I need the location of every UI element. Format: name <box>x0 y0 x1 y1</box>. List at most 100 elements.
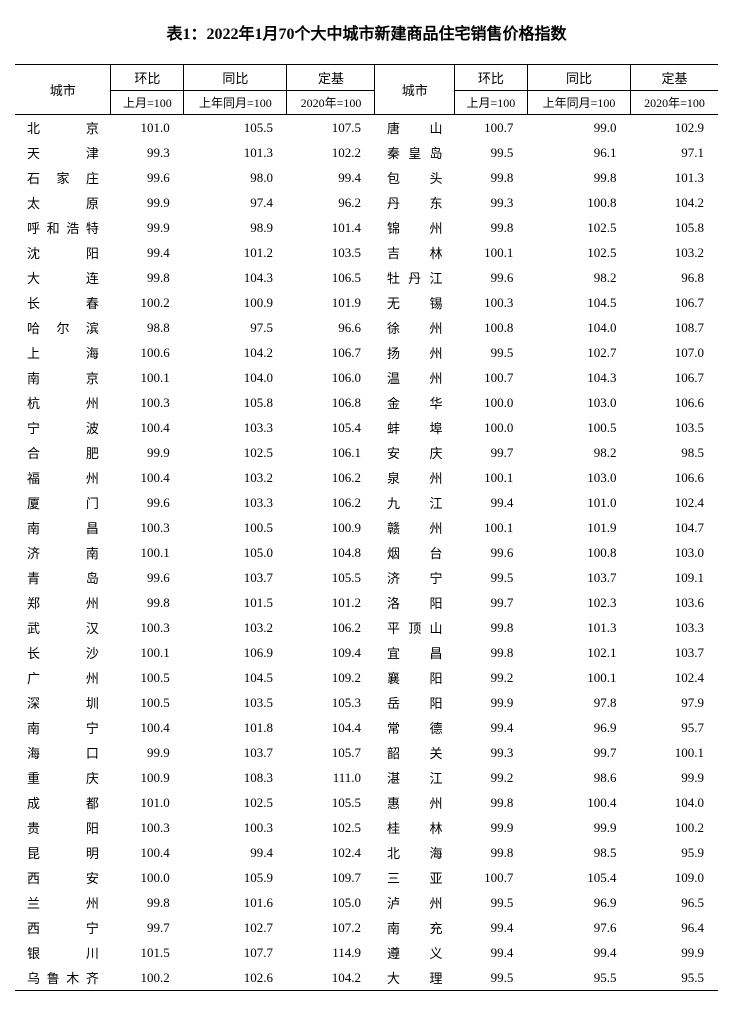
value-cell: 99.5 <box>454 890 527 915</box>
value-cell: 103.0 <box>631 540 718 565</box>
value-cell: 99.4 <box>454 490 527 515</box>
city-cell: 三亚 <box>375 865 455 890</box>
city-cell: 南充 <box>375 915 455 940</box>
value-cell: 96.4 <box>631 915 718 940</box>
city-cell: 吉林 <box>375 240 455 265</box>
value-cell: 97.8 <box>527 690 630 715</box>
table-row: 天津99.3101.3102.2秦皇岛99.596.197.1 <box>15 140 718 165</box>
header-mom-2: 环比 <box>454 65 527 91</box>
value-cell: 100.1 <box>454 240 527 265</box>
city-cell: 包头 <box>375 165 455 190</box>
value-cell: 103.3 <box>631 615 718 640</box>
city-cell: 丹东 <box>375 190 455 215</box>
value-cell: 99.6 <box>454 540 527 565</box>
city-cell: 成都 <box>15 790 111 815</box>
value-cell: 103.3 <box>184 490 287 515</box>
value-cell: 100.3 <box>111 515 184 540</box>
value-cell: 97.1 <box>631 140 718 165</box>
table-row: 乌鲁木齐100.2102.6104.2大理99.595.595.5 <box>15 965 718 991</box>
value-cell: 100.9 <box>111 765 184 790</box>
header-base-2: 定基 <box>631 65 718 91</box>
value-cell: 100.3 <box>184 815 287 840</box>
value-cell: 106.0 <box>287 365 375 390</box>
city-cell: 西安 <box>15 865 111 890</box>
city-cell: 赣州 <box>375 515 455 540</box>
city-cell: 合肥 <box>15 440 111 465</box>
value-cell: 101.9 <box>527 515 630 540</box>
value-cell: 106.2 <box>287 615 375 640</box>
value-cell: 96.5 <box>631 890 718 915</box>
value-cell: 100.2 <box>111 965 184 991</box>
value-cell: 105.4 <box>527 865 630 890</box>
city-cell: 南昌 <box>15 515 111 540</box>
city-cell: 济南 <box>15 540 111 565</box>
value-cell: 99.5 <box>454 565 527 590</box>
value-cell: 105.5 <box>184 115 287 141</box>
value-cell: 100.3 <box>111 390 184 415</box>
value-cell: 100.4 <box>111 715 184 740</box>
city-cell: 温州 <box>375 365 455 390</box>
city-cell: 海口 <box>15 740 111 765</box>
value-cell: 97.9 <box>631 690 718 715</box>
table-row: 广州100.5104.5109.2襄阳99.2100.1102.4 <box>15 665 718 690</box>
value-cell: 95.5 <box>527 965 630 991</box>
value-cell: 100.0 <box>454 415 527 440</box>
table-row: 太原99.997.496.2丹东99.3100.8104.2 <box>15 190 718 215</box>
value-cell: 99.9 <box>111 215 184 240</box>
value-cell: 104.5 <box>184 665 287 690</box>
table-row: 合肥99.9102.5106.1安庆99.798.298.5 <box>15 440 718 465</box>
value-cell: 96.9 <box>527 715 630 740</box>
value-cell: 99.8 <box>454 790 527 815</box>
value-cell: 99.9 <box>111 190 184 215</box>
value-cell: 103.7 <box>631 640 718 665</box>
city-cell: 金华 <box>375 390 455 415</box>
value-cell: 100.3 <box>454 290 527 315</box>
value-cell: 99.7 <box>111 915 184 940</box>
city-cell: 泸州 <box>375 890 455 915</box>
value-cell: 104.8 <box>287 540 375 565</box>
table-row: 呼和浩特99.998.9101.4锦州99.8102.5105.8 <box>15 215 718 240</box>
value-cell: 100.2 <box>111 290 184 315</box>
table-row: 上海100.6104.2106.7扬州99.5102.7107.0 <box>15 340 718 365</box>
value-cell: 99.8 <box>454 165 527 190</box>
value-cell: 100.0 <box>111 865 184 890</box>
value-cell: 99.9 <box>454 815 527 840</box>
value-cell: 99.4 <box>184 840 287 865</box>
value-cell: 102.5 <box>184 440 287 465</box>
value-cell: 101.4 <box>287 215 375 240</box>
value-cell: 106.5 <box>287 265 375 290</box>
value-cell: 102.2 <box>287 140 375 165</box>
city-cell: 秦皇岛 <box>375 140 455 165</box>
table-row: 石家庄99.698.099.4包头99.899.8101.3 <box>15 165 718 190</box>
header-yoy-2: 同比 <box>527 65 630 91</box>
table-row: 福州100.4103.2106.2泉州100.1103.0106.6 <box>15 465 718 490</box>
header-city-1: 城市 <box>15 65 111 115</box>
value-cell: 103.5 <box>631 415 718 440</box>
value-cell: 98.5 <box>631 440 718 465</box>
value-cell: 99.5 <box>454 965 527 991</box>
city-cell: 上海 <box>15 340 111 365</box>
value-cell: 97.5 <box>184 315 287 340</box>
city-cell: 南宁 <box>15 715 111 740</box>
value-cell: 106.6 <box>631 465 718 490</box>
value-cell: 99.4 <box>111 240 184 265</box>
value-cell: 104.3 <box>527 365 630 390</box>
value-cell: 100.5 <box>111 690 184 715</box>
city-cell: 长春 <box>15 290 111 315</box>
value-cell: 102.5 <box>527 240 630 265</box>
city-cell: 福州 <box>15 465 111 490</box>
value-cell: 100.5 <box>527 415 630 440</box>
city-cell: 宁波 <box>15 415 111 440</box>
city-cell: 大理 <box>375 965 455 991</box>
table-row: 青岛99.6103.7105.5济宁99.5103.7109.1 <box>15 565 718 590</box>
value-cell: 100.4 <box>111 465 184 490</box>
city-cell: 兰州 <box>15 890 111 915</box>
value-cell: 98.9 <box>184 215 287 240</box>
value-cell: 101.8 <box>184 715 287 740</box>
header-yoy-1: 同比 <box>184 65 287 91</box>
table-row: 北京101.0105.5107.5唐山100.799.0102.9 <box>15 115 718 141</box>
value-cell: 100.9 <box>184 290 287 315</box>
value-cell: 102.3 <box>527 590 630 615</box>
table-row: 济南100.1105.0104.8烟台99.6100.8103.0 <box>15 540 718 565</box>
value-cell: 103.2 <box>184 615 287 640</box>
